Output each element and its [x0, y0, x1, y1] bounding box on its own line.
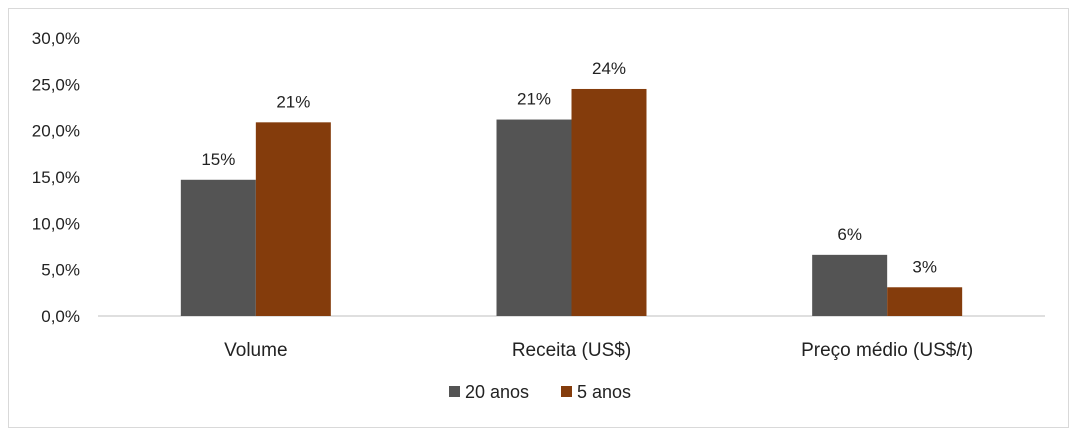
data-label: 24%: [592, 59, 626, 78]
y-tick-label: 0,0%: [41, 307, 80, 326]
y-axis: 0,0% 5,0% 10,0% 15,0% 20,0% 25,0% 30,0%: [32, 29, 80, 326]
legend-label: 5 anos: [577, 382, 631, 402]
y-tick-label: 5,0%: [41, 261, 80, 280]
legend-swatch: [449, 386, 460, 397]
legend-swatch: [561, 386, 572, 397]
bar-series-2: [571, 88, 647, 316]
bar-series-2: [255, 122, 331, 317]
data-label: 15%: [201, 150, 235, 169]
bar-series-1: [496, 119, 572, 317]
data-label: 21%: [517, 90, 551, 109]
data-label: 6%: [837, 225, 862, 244]
data-label: 21%: [276, 92, 310, 111]
bar-series-1: [180, 179, 256, 316]
data-label: 3%: [912, 257, 937, 276]
category-label: Volume: [224, 340, 287, 361]
category-label: Preço médio (US$/t): [801, 340, 973, 361]
y-tick-label: 15,0%: [32, 168, 80, 187]
legend-label: 20 anos: [465, 382, 529, 402]
y-tick-label: 20,0%: [32, 122, 80, 141]
legend: 20 anos 5 anos: [449, 382, 631, 402]
y-tick-label: 30,0%: [32, 29, 80, 48]
bar-series-1: [812, 254, 888, 316]
y-tick-label: 10,0%: [32, 214, 80, 233]
bars: [180, 88, 963, 317]
data-labels: 15% 21% 21% 24% 6% 3%: [201, 59, 937, 276]
y-tick-label: 25,0%: [32, 75, 80, 94]
category-labels: Volume Receita (US$) Preço médio (US$/t): [224, 340, 973, 361]
category-label: Receita (US$): [512, 340, 631, 361]
bar-series-2: [887, 287, 963, 316]
